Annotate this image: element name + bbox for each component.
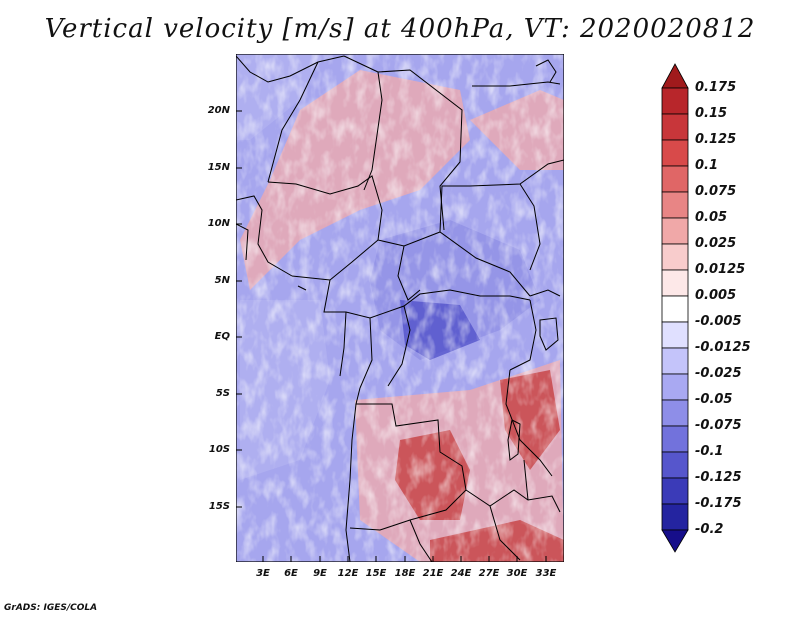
map-ticks [236, 110, 547, 562]
colorbar-label-0.125: 0.125 [695, 132, 737, 147]
colorbar-label-0.175: 0.175 [695, 80, 737, 95]
colorbar-box-6 [661, 217, 689, 245]
colorbar-label-neg0.0125: -0.0125 [695, 340, 751, 355]
colorbar-box-2 [661, 113, 689, 141]
colorbar-label-0.05: 0.05 [695, 210, 728, 225]
colorbar-box-15 [661, 451, 689, 479]
colorbar-box-7 [661, 243, 689, 271]
colorbar-bottom-arrow [661, 529, 689, 553]
colorbar-box-14 [661, 425, 689, 453]
lat-label-eq: EQ [214, 331, 230, 342]
colorbar-box-16 [661, 477, 689, 505]
country-borders [236, 55, 564, 562]
field-texture [236, 54, 564, 562]
colorbar-label-neg0.05: -0.05 [695, 392, 733, 407]
colorbar-label-0.1: 0.1 [695, 158, 719, 173]
colorbar-box-1 [661, 87, 689, 115]
colorbar-label-neg0.005: -0.005 [695, 314, 742, 329]
colorbar-box-13 [661, 399, 689, 427]
colorbar-label-0.005: 0.005 [695, 288, 737, 303]
lon-label-6e: 6E [284, 568, 298, 579]
lat-label-5s: 5S [215, 388, 230, 399]
colorbar-box-17 [661, 503, 689, 531]
lon-label-18e: 18E [394, 568, 416, 579]
colorbar-box-8 [661, 269, 689, 297]
colorbar-box-5 [661, 191, 689, 219]
lat-label-20n: 20N [207, 105, 230, 116]
colorbar-box-4 [661, 165, 689, 193]
colorbar-box-11 [661, 347, 689, 375]
colorbar-label-0.15: 0.15 [695, 106, 728, 121]
lat-label-15s: 15S [208, 501, 230, 512]
colorbar-box-12 [661, 373, 689, 401]
grads-credit: GrADS: IGES/COLA [4, 603, 98, 613]
map-field [236, 54, 564, 562]
colorbar-top-arrow [661, 63, 689, 89]
colorbar-label-neg0.075: -0.075 [695, 418, 742, 433]
colorbar-box-9 [661, 295, 689, 323]
lon-label-33e: 33E [535, 568, 557, 579]
lon-label-12e: 12E [337, 568, 359, 579]
lon-label-30e: 30E [506, 568, 528, 579]
lon-label-27e: 27E [478, 568, 500, 579]
lon-label-21e: 21E [422, 568, 444, 579]
colorbar-label-neg0.125: -0.125 [695, 470, 742, 485]
colorbar-box-3 [661, 139, 689, 167]
lat-label-10s: 10S [208, 444, 230, 455]
lat-label-5n: 5N [214, 275, 230, 286]
colorbar-label-0.0125: 0.0125 [695, 262, 746, 277]
colorbar-label-neg0.025: -0.025 [695, 366, 742, 381]
colorbar-label-0.075: 0.075 [695, 184, 737, 199]
lon-label-15e: 15E [365, 568, 387, 579]
colorbar-label-neg0.175: -0.175 [695, 496, 742, 511]
chart-title: Vertical velocity [m/s] at 400hPa, VT: 2… [44, 14, 756, 44]
lat-label-10n: 10N [207, 218, 230, 229]
lat-label-15n: 15N [207, 162, 230, 173]
lon-label-3e: 3E [256, 568, 270, 579]
colorbar-label-neg0.2: -0.2 [695, 522, 724, 537]
colorbar-boxes [661, 63, 689, 553]
colorbar-box-10 [661, 321, 689, 349]
lon-label-9e: 9E [313, 568, 327, 579]
lon-label-24e: 24E [450, 568, 472, 579]
colorbar-label-0.025: 0.025 [695, 236, 737, 251]
colorbar-label-neg0.1: -0.1 [695, 444, 724, 459]
